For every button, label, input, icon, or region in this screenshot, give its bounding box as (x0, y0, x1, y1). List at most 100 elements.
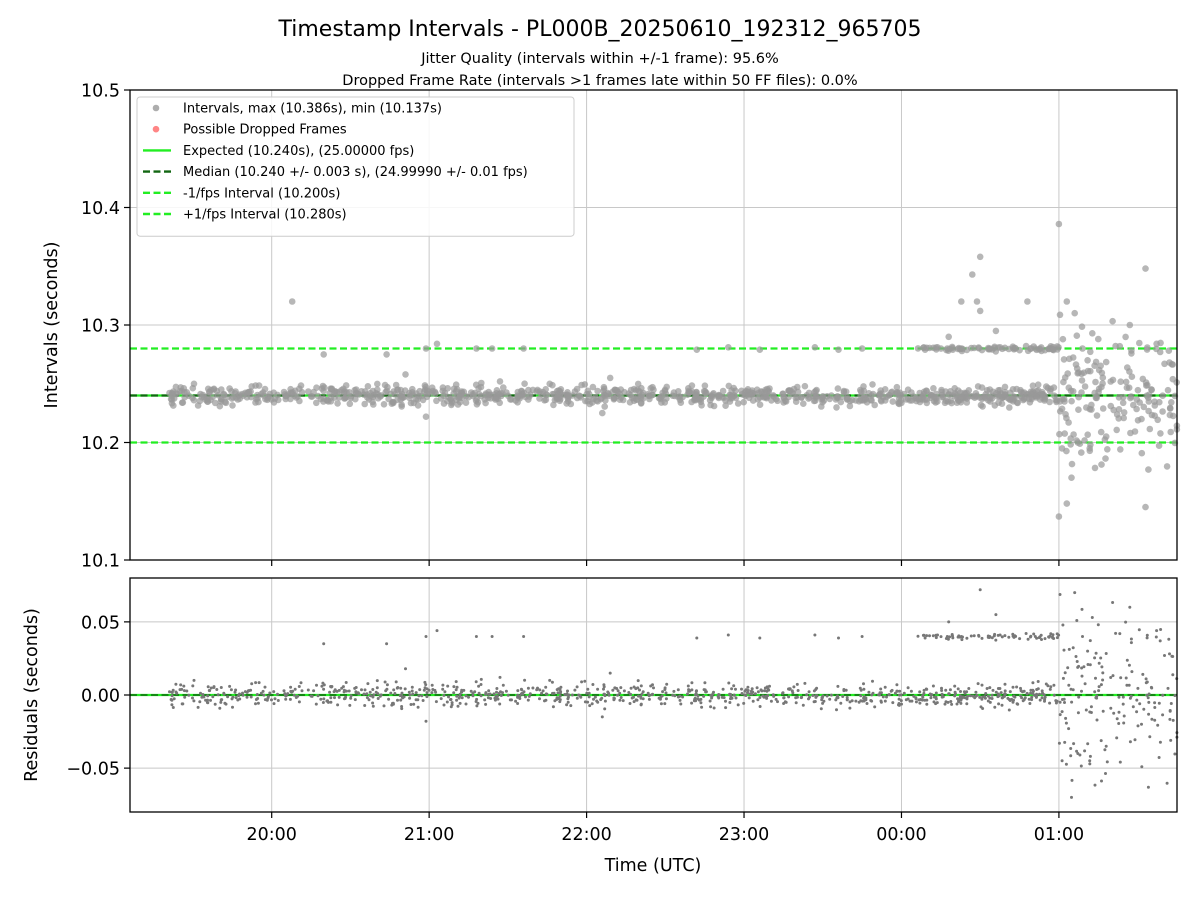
residual-point (423, 680, 427, 684)
residual-point (1015, 685, 1019, 689)
residual-point (1129, 641, 1133, 645)
residual-point (1057, 741, 1061, 745)
residual-point (608, 671, 612, 675)
residual-point (206, 698, 209, 702)
interval-point (433, 397, 440, 405)
residual-point (1161, 713, 1165, 717)
residual-point (447, 695, 450, 699)
residual-point (918, 690, 922, 694)
interval-point (1127, 393, 1135, 400)
residuals-y-ticks: −0.05 0.00 0.05 (66, 613, 130, 780)
interval-point (1157, 430, 1164, 437)
interval-point (976, 253, 984, 261)
residual-point (412, 702, 416, 706)
residual-point (234, 688, 238, 692)
residual-point (959, 690, 962, 693)
interval-point (616, 396, 624, 404)
residual-point (1038, 698, 1042, 702)
interval-point (725, 344, 732, 351)
interval-point (1145, 398, 1153, 405)
interval-point (763, 389, 771, 396)
residual-point (1119, 676, 1123, 680)
interval-point (1117, 446, 1124, 453)
residual-point (965, 697, 969, 701)
residual-point (445, 700, 449, 704)
residual-point (1011, 685, 1015, 689)
residual-point (695, 636, 699, 640)
residual-point (820, 698, 824, 702)
residual-point (984, 692, 988, 695)
residual-point (1058, 700, 1062, 704)
residual-point (1031, 681, 1035, 685)
residual-point (566, 689, 569, 693)
residual-point (1165, 781, 1169, 785)
residual-point (1080, 607, 1084, 611)
residual-point (659, 702, 663, 706)
residual-point (586, 687, 590, 691)
interval-point (846, 402, 854, 410)
residual-point (245, 690, 249, 694)
interval-point (876, 392, 883, 399)
residual-point (516, 693, 520, 697)
residual-point (959, 635, 963, 638)
residuals-y-axis-label: Residuals (seconds) (22, 608, 42, 782)
residual-point (1169, 738, 1173, 742)
residual-point (1080, 674, 1084, 678)
interval-point (1081, 383, 1089, 390)
residual-point (495, 690, 498, 694)
residual-point (632, 700, 636, 704)
residual-point (1011, 632, 1015, 636)
interval-point (172, 383, 180, 391)
residual-point (629, 686, 633, 690)
residual-point (939, 635, 943, 639)
interval-point (1060, 356, 1068, 363)
residual-point (583, 679, 587, 683)
residual-point (1052, 683, 1056, 687)
interval-point (610, 394, 618, 402)
residual-point (423, 686, 427, 690)
residual-point (342, 690, 346, 694)
residual-point (885, 695, 888, 699)
residual-point (734, 696, 738, 700)
interval-point (475, 390, 483, 398)
interval-point (1117, 378, 1124, 386)
residual-point (1099, 683, 1103, 687)
interval-point (782, 397, 789, 405)
residual-point (1130, 670, 1134, 674)
residual-point (1153, 706, 1157, 709)
residual-point (973, 696, 977, 700)
residual-point (795, 695, 799, 699)
residual-point (612, 696, 616, 700)
interval-point (915, 396, 923, 403)
residual-point (455, 685, 459, 689)
interval-point (422, 345, 430, 352)
interval-point (801, 382, 809, 390)
interval-point (805, 389, 813, 397)
interval-point (1041, 397, 1048, 404)
residual-point (958, 696, 962, 700)
residual-point (414, 691, 418, 695)
interval-point (1063, 500, 1071, 507)
residual-point (476, 701, 480, 705)
residuals-panel: −0.05 0.00 0.05 20:00 21:00 22:00 23:00 00:00 0… (22, 577, 1179, 876)
residual-point (1063, 701, 1066, 704)
residual-point (205, 701, 209, 704)
intervals-y-tick-label: 10.1 (81, 552, 120, 572)
residual-point (862, 696, 866, 700)
x-tick-label: 22:00 (561, 825, 611, 845)
interval-point (485, 388, 493, 396)
intervals-y-tick-label: 10.3 (81, 317, 120, 337)
residual-point (921, 633, 925, 637)
residual-point (1145, 633, 1149, 637)
residual-point (972, 634, 976, 638)
residual-point (1060, 710, 1064, 714)
residual-point (220, 698, 224, 702)
interval-point (707, 401, 714, 409)
residual-point (636, 686, 640, 690)
residual-point (638, 688, 641, 692)
residual-point (607, 693, 611, 697)
residual-point (1007, 708, 1011, 712)
residual-point (664, 697, 668, 701)
residual-point (996, 692, 1000, 696)
residual-point (367, 698, 371, 702)
